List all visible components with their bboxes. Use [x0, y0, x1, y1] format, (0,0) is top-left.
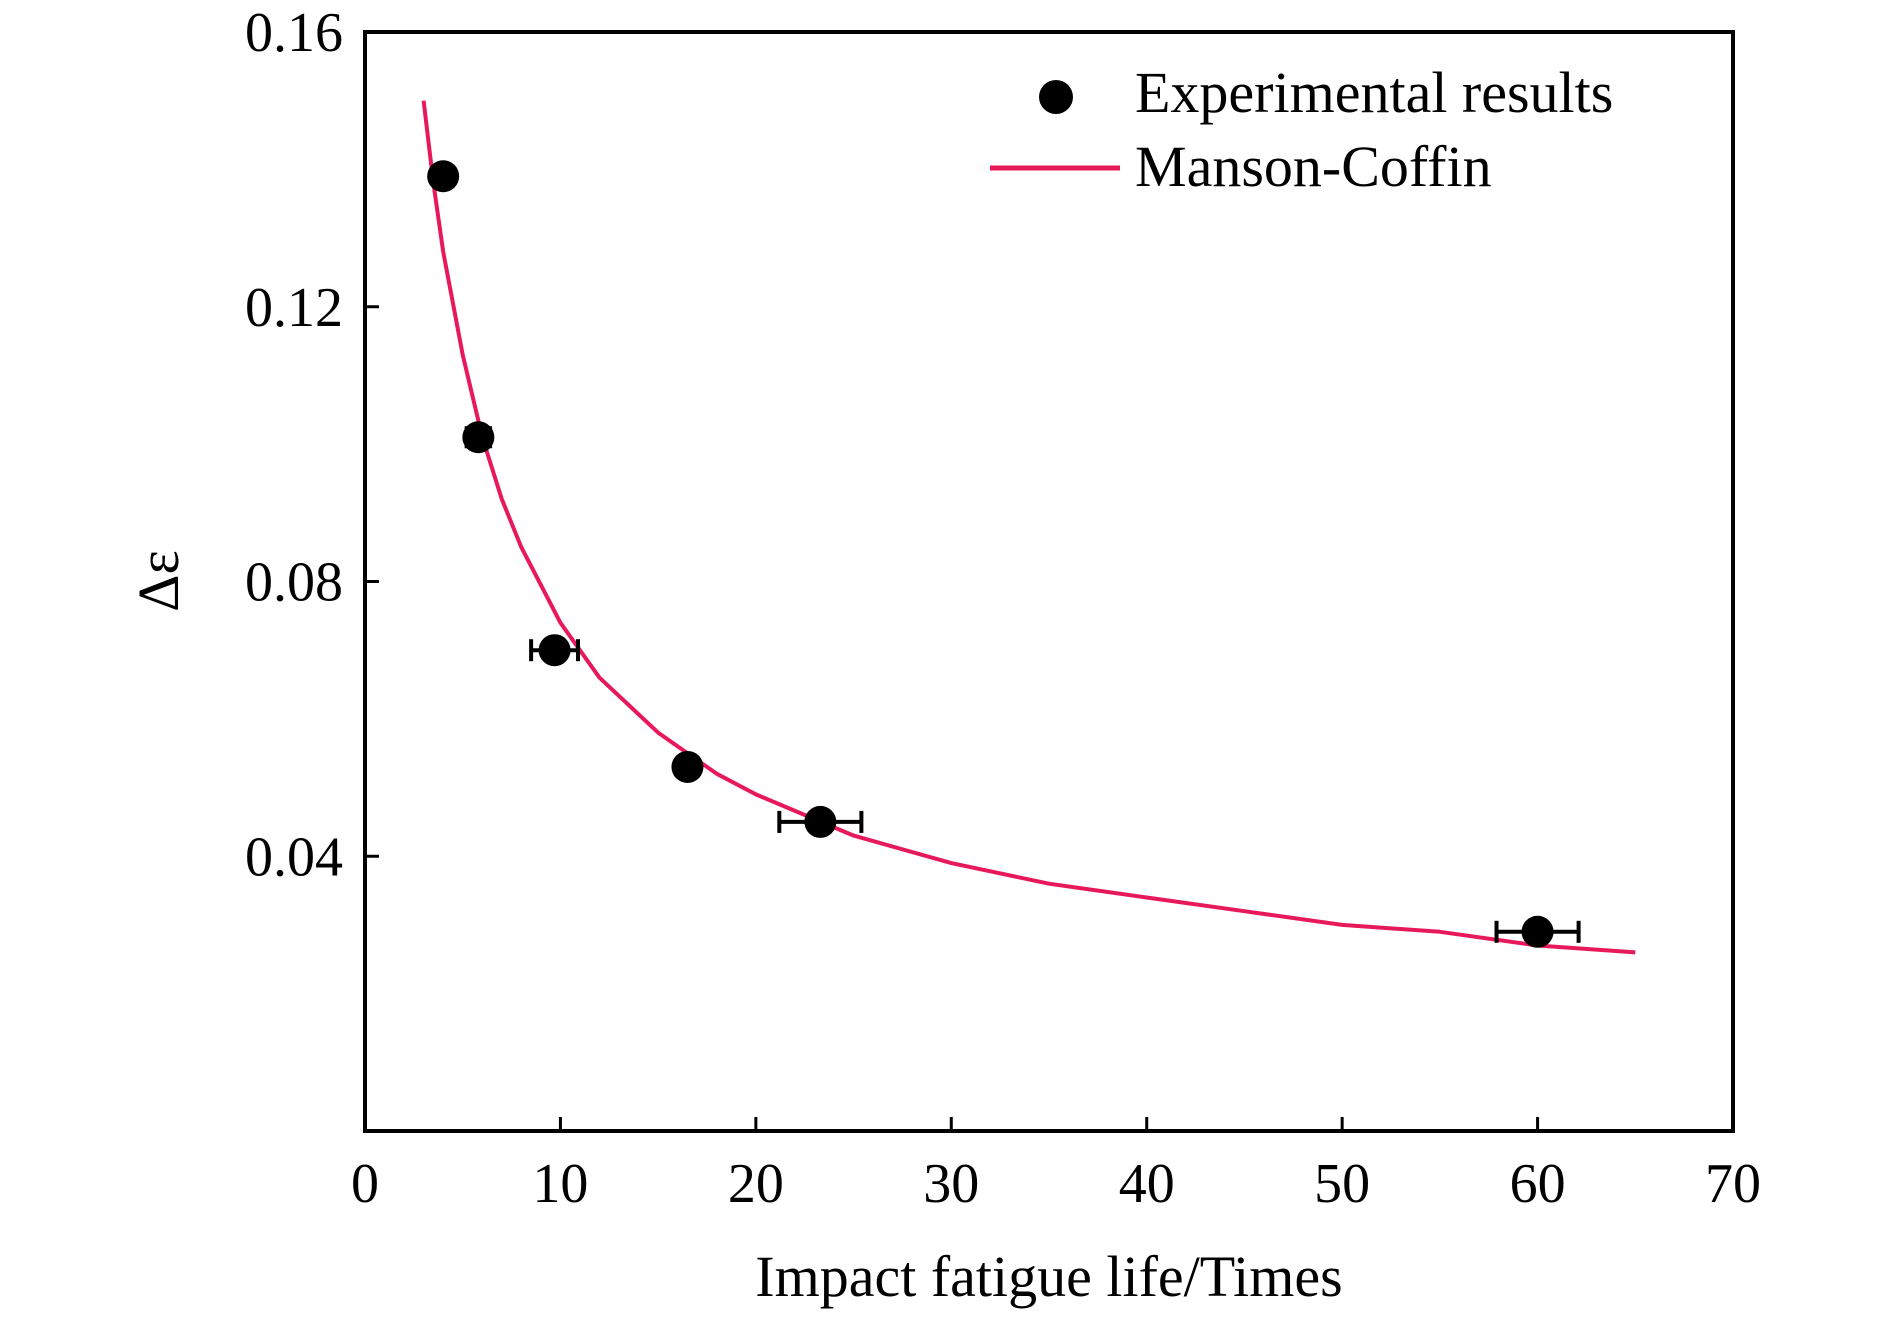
legend: Experimental results Manson-Coffin — [990, 60, 1613, 199]
x-tick-label: 20 — [728, 1153, 784, 1215]
x-axis-title: Impact fatigue life/Times — [755, 1244, 1342, 1309]
x-tick-label: 60 — [1510, 1153, 1566, 1215]
data-point — [671, 750, 704, 783]
fit-curve-layer — [421, 100, 1636, 955]
x-tick-label: 0 — [351, 1153, 379, 1215]
x-axis-ticks: 0 10 20 30 40 50 60 70 — [351, 1117, 1761, 1215]
data-point-marker — [1521, 915, 1554, 948]
data-point — [1494, 915, 1581, 948]
y-axis-title: Δε — [126, 550, 191, 612]
data-point — [462, 421, 495, 454]
data-point — [427, 160, 460, 193]
legend-marker-experimental — [1039, 80, 1073, 114]
data-point-marker — [462, 421, 495, 454]
x-tick-label: 40 — [1119, 1153, 1175, 1215]
y-tick-label: 0.04 — [245, 826, 343, 888]
legend-label-manson-coffin: Manson-Coffin — [1135, 134, 1492, 199]
manson-coffin-curve — [421, 100, 1636, 955]
data-point-marker — [538, 634, 571, 667]
y-tick-label: 0.08 — [245, 552, 343, 614]
data-point — [529, 634, 581, 667]
x-tick-label: 30 — [923, 1153, 979, 1215]
data-point-marker — [427, 160, 460, 193]
data-point-marker — [804, 805, 837, 838]
data-point — [777, 805, 864, 838]
data-points-layer — [427, 160, 1581, 948]
plot-frame — [363, 30, 1735, 1133]
legend-label-experimental: Experimental results — [1135, 60, 1613, 125]
y-tick-label: 0.12 — [245, 277, 343, 339]
y-tick-label: 0.16 — [245, 2, 343, 64]
x-tick-label: 50 — [1314, 1153, 1370, 1215]
x-tick-label: 70 — [1705, 1153, 1761, 1215]
x-tick-label: 10 — [532, 1153, 588, 1215]
data-point-marker — [671, 750, 704, 783]
y-axis-ticks: 0.04 0.08 0.12 0.16 — [245, 2, 379, 888]
